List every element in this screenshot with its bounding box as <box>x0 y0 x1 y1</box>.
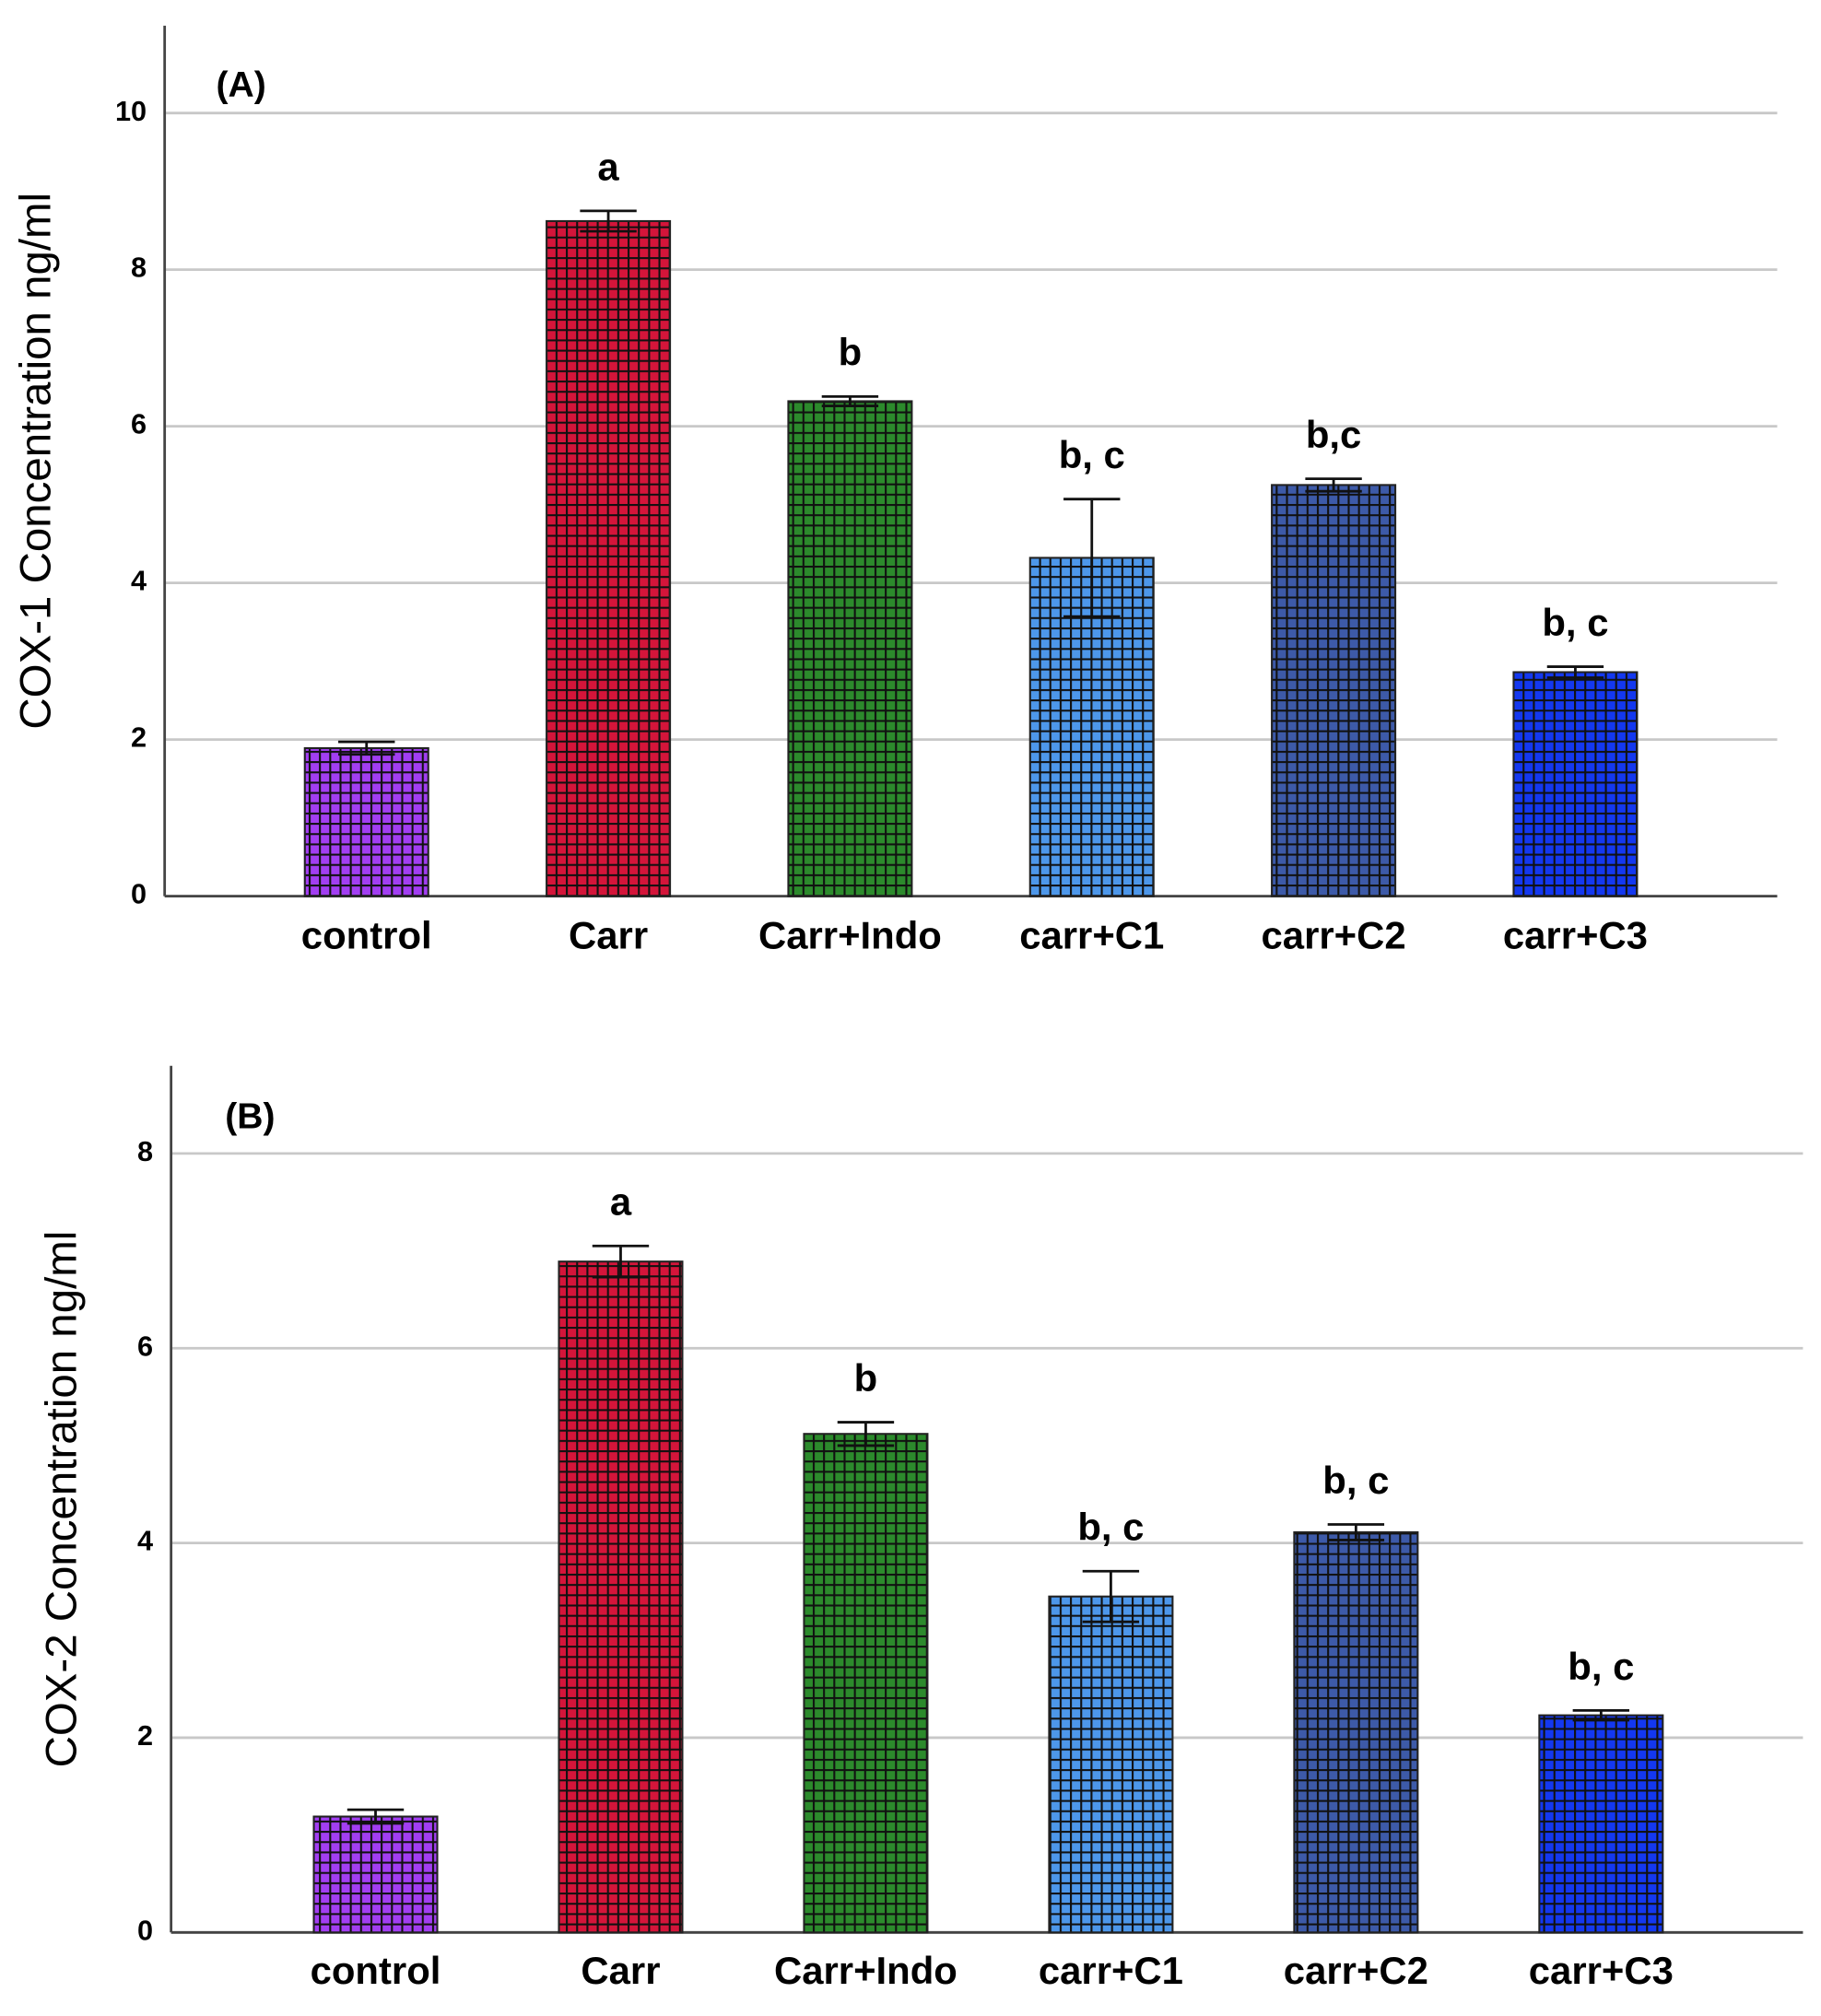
x-tick-label: carr+C2 <box>1262 914 1406 957</box>
y-axis-label: COX-2 Concentration ng/ml <box>37 1231 86 1768</box>
annotation: b <box>839 331 863 374</box>
error-bar <box>592 1244 650 1279</box>
bar <box>558 1260 684 1934</box>
y-tick-label: 4 <box>131 565 147 597</box>
x-tick-label: control <box>301 914 432 957</box>
error-bar <box>1082 1569 1140 1623</box>
error-bar <box>1063 498 1121 618</box>
bar <box>1048 1595 1174 1934</box>
bar <box>1271 484 1397 897</box>
panel-label: (B) <box>225 1096 275 1136</box>
y-tick-label: 0 <box>137 1914 153 1946</box>
x-tick-label: carr+C3 <box>1503 914 1648 957</box>
y-tick-label: 8 <box>137 1135 153 1167</box>
annotation: b,c <box>1306 413 1361 456</box>
annotation: a <box>597 145 619 188</box>
y-tick-label: 0 <box>131 878 147 910</box>
error-bar <box>1572 1708 1630 1722</box>
y-tick-label: 4 <box>137 1525 153 1557</box>
bar <box>1293 1530 1419 1934</box>
annotation: b, c <box>1059 433 1125 476</box>
annotation: b, c <box>1542 601 1608 644</box>
y-tick-label: 8 <box>131 252 147 284</box>
bar <box>803 1433 929 1934</box>
x-tick-label: carr+C1 <box>1019 914 1164 957</box>
x-tick-label: carr+C1 <box>1039 1949 1183 1992</box>
x-tick-label: Carr <box>569 914 648 957</box>
x-tick-label: carr+C2 <box>1284 1949 1428 1992</box>
x-tick-label: Carr+Indo <box>774 1949 957 1992</box>
bar <box>312 1815 439 1934</box>
bar <box>787 400 913 897</box>
panel-label: (A) <box>216 65 265 105</box>
error-bar <box>1305 477 1362 493</box>
y-tick-label: 2 <box>137 1719 153 1752</box>
annotation: a <box>610 1180 632 1224</box>
annotation: b, c <box>1568 1645 1634 1688</box>
x-tick-label: Carr+Indo <box>758 914 942 957</box>
y-tick-label: 2 <box>131 721 147 754</box>
x-tick-label: Carr <box>581 1949 660 1992</box>
bar <box>1538 1714 1664 1934</box>
annotation: b, c <box>1322 1459 1389 1502</box>
y-tick-label: 6 <box>137 1330 153 1362</box>
bar <box>1512 671 1639 897</box>
x-tick-label: control <box>311 1949 441 1992</box>
y-tick-label: 10 <box>115 95 147 127</box>
annotation: b, c <box>1077 1506 1144 1549</box>
x-tick-label: carr+C3 <box>1529 1949 1674 1992</box>
y-axis-label: COX-1 Concentration ng/ml <box>11 193 60 730</box>
error-bar <box>338 740 395 756</box>
bar <box>303 746 429 897</box>
error-bar <box>347 1808 405 1825</box>
error-bar <box>837 1421 895 1448</box>
error-bar <box>1546 665 1604 679</box>
y-tick-label: 6 <box>131 408 147 440</box>
bar <box>546 219 672 897</box>
error-bar <box>821 394 879 407</box>
annotation: b <box>854 1356 878 1400</box>
error-bar <box>580 209 637 233</box>
error-bar <box>1327 1523 1385 1541</box>
